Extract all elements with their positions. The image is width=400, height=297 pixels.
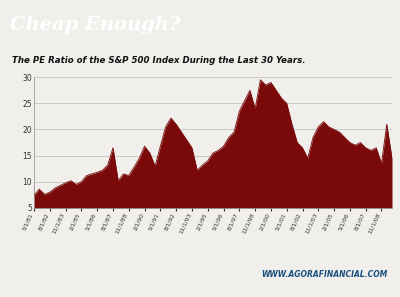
Text: Cheap Enough?: Cheap Enough? bbox=[10, 16, 180, 34]
Text: The PE Ratio of the S&P 500 Index During the Last 30 Years.: The PE Ratio of the S&P 500 Index During… bbox=[12, 56, 306, 65]
Text: WWW.AGORAFINANCIAL.COM: WWW.AGORAFINANCIAL.COM bbox=[262, 270, 388, 279]
